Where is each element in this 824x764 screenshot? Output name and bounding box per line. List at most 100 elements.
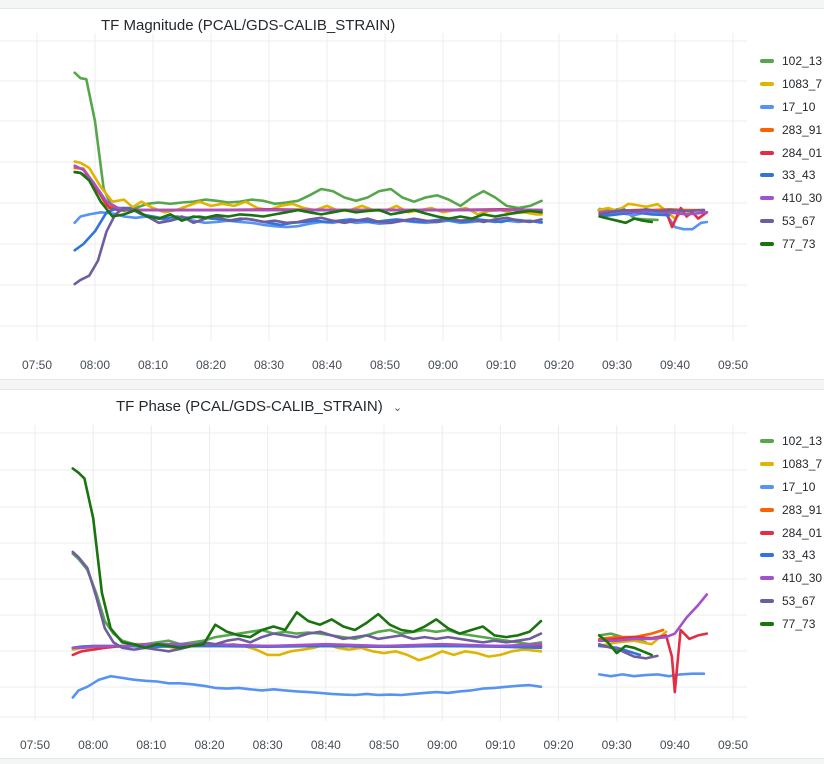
legend-swatch <box>760 507 774 512</box>
x-tick-label: 08:20 <box>194 738 224 752</box>
legend-item-77_73[interactable]: 77_73 <box>760 232 822 255</box>
series-line-102_13 <box>73 71 659 222</box>
panel-title[interactable]: TF Phase (PCAL/GDS-CALIB_STRAIN) ⌄ <box>116 398 402 415</box>
series-line-102_13 <box>71 552 648 646</box>
legend-swatch <box>760 150 774 155</box>
legend-label: 284_01 <box>782 525 823 540</box>
legend-label: 1083_7 <box>782 77 823 92</box>
legend-swatch <box>760 82 774 87</box>
legend-item-410_30[interactable]: 410_30 <box>760 187 822 210</box>
x-tick-label: 09:30 <box>602 738 632 752</box>
panel-title[interactable]: TF Magnitude (PCAL/GDS-CALIB_STRAIN) <box>101 17 395 34</box>
legend-item-53_67[interactable]: 53_67 <box>760 210 822 233</box>
x-tick-label: 09:50 <box>718 738 748 752</box>
series-line-53_67 <box>71 550 659 660</box>
legend-swatch <box>760 218 774 223</box>
legend-swatch <box>760 621 774 626</box>
legend-label: 17_10 <box>782 479 816 494</box>
legend-swatch <box>760 484 774 489</box>
legend-swatch <box>760 576 774 581</box>
legend-item-1083_7[interactable]: 1083_7 <box>760 73 822 96</box>
legend-swatch <box>760 196 774 201</box>
x-tick-label: 07:50 <box>20 738 50 752</box>
tf-phase-panel: TF Phase (PCAL/GDS-CALIB_STRAIN) ⌄ 07:50… <box>0 389 824 759</box>
x-tick-label: 07:50 <box>22 358 52 372</box>
x-tick-label: 09:50 <box>718 358 748 372</box>
legend-item-102_13[interactable]: 102_13 <box>760 430 822 453</box>
legend-item-283_91[interactable]: 283_91 <box>760 498 822 521</box>
legend-swatch <box>760 598 774 603</box>
legend-swatch <box>760 553 774 558</box>
series-line-77_73 <box>73 170 654 225</box>
legend-label: 17_10 <box>782 99 816 114</box>
x-tick-label: 09:10 <box>486 358 516 372</box>
x-tick-label: 09:20 <box>544 358 574 372</box>
x-axis: 07:50 08:00 08:10 08:20 08:30 08:40 08:50 09:00… <box>20 738 748 752</box>
x-tick-label: 08:10 <box>138 358 168 372</box>
x-axis: 07:50 08:00 08:10 08:20 08:30 08:40 08:50 09:00… <box>22 358 748 372</box>
series-line-77_73 <box>71 467 653 657</box>
legend-item-77_73[interactable]: 77_73 <box>760 612 822 635</box>
legend-item-33_43[interactable]: 33_43 <box>760 164 822 187</box>
legend-item-1083_7[interactable]: 1083_7 <box>760 453 822 476</box>
legend-item-284_01[interactable]: 284_01 <box>760 141 822 164</box>
panel-title-text: TF Magnitude (PCAL/GDS-CALIB_STRAIN) <box>101 17 396 34</box>
x-tick-label: 08:50 <box>370 358 400 372</box>
legend-label: 53_67 <box>782 593 816 608</box>
tf-phase-plot: 07:50 08:00 08:10 08:20 08:30 08:40 08:50 09:00… <box>0 425 748 752</box>
legend-label: 1083_7 <box>782 457 823 472</box>
legend-swatch <box>760 173 774 178</box>
legend-label: 410_30 <box>782 571 823 586</box>
x-tick-label: 08:00 <box>78 738 108 752</box>
legend-swatch <box>760 104 774 109</box>
x-tick-label: 09:00 <box>428 358 458 372</box>
legend-label: 283_91 <box>782 502 823 517</box>
legend-swatch <box>760 530 774 535</box>
grid <box>0 33 747 341</box>
x-tick-label: 08:30 <box>254 358 284 372</box>
legend-label: 53_67 <box>782 213 816 228</box>
x-tick-label: 09:20 <box>543 738 573 752</box>
legend-label: 283_91 <box>782 122 823 137</box>
legend-label: 77_73 <box>782 616 816 631</box>
legend: 102_13 1083_7 17_10 283_91 284_01 33_43 410_30… <box>760 50 822 255</box>
legend-swatch <box>760 439 774 444</box>
legend-label: 33_43 <box>782 548 816 563</box>
x-tick-label: 09:00 <box>427 738 457 752</box>
legend-swatch <box>760 127 774 132</box>
legend-item-284_01[interactable]: 284_01 <box>760 521 822 544</box>
x-tick-label: 09:30 <box>602 358 632 372</box>
x-tick-label: 08:10 <box>136 738 166 752</box>
legend-label: 102_13 <box>782 54 823 69</box>
legend-label: 410_30 <box>782 191 823 206</box>
x-tick-label: 08:50 <box>369 738 399 752</box>
legend-item-17_10[interactable]: 17_10 <box>760 476 822 499</box>
legend-item-53_67[interactable]: 53_67 <box>760 590 822 613</box>
legend-label: 284_01 <box>782 145 823 160</box>
legend-item-17_10[interactable]: 17_10 <box>760 96 822 119</box>
x-tick-label: 08:00 <box>80 358 110 372</box>
legend-label: 33_43 <box>782 168 816 183</box>
legend-swatch <box>760 462 774 467</box>
x-tick-label: 08:40 <box>312 358 342 372</box>
legend-item-283_91[interactable]: 283_91 <box>760 118 822 141</box>
legend-label: 77_73 <box>782 236 816 251</box>
legend-swatch <box>760 241 774 246</box>
legend-swatch <box>760 59 774 64</box>
x-tick-label: 08:30 <box>253 738 283 752</box>
legend-item-33_43[interactable]: 33_43 <box>760 544 822 567</box>
legend-label: 102_13 <box>782 434 823 449</box>
series-line-17_10 <box>71 672 706 699</box>
x-tick-label: 09:40 <box>660 738 690 752</box>
panel-title-text: TF Phase (PCAL/GDS-CALIB_STRAIN) <box>116 398 383 415</box>
x-tick-label: 08:20 <box>196 358 226 372</box>
x-tick-label: 09:10 <box>485 738 515 752</box>
legend-item-410_30[interactable]: 410_30 <box>760 567 822 590</box>
x-tick-label: 09:40 <box>660 358 690 372</box>
chevron-down-icon[interactable]: ⌄ <box>392 402 403 414</box>
x-tick-label: 08:40 <box>311 738 341 752</box>
tf-magnitude-panel: TF Magnitude (PCAL/GDS-CALIB_STRAIN) 07:… <box>0 8 824 380</box>
series-line-410_30 <box>71 593 709 650</box>
legend-item-102_13[interactable]: 102_13 <box>760 50 822 73</box>
legend: 102_13 1083_7 17_10 283_91 284_01 33_43 410_30… <box>760 430 822 635</box>
